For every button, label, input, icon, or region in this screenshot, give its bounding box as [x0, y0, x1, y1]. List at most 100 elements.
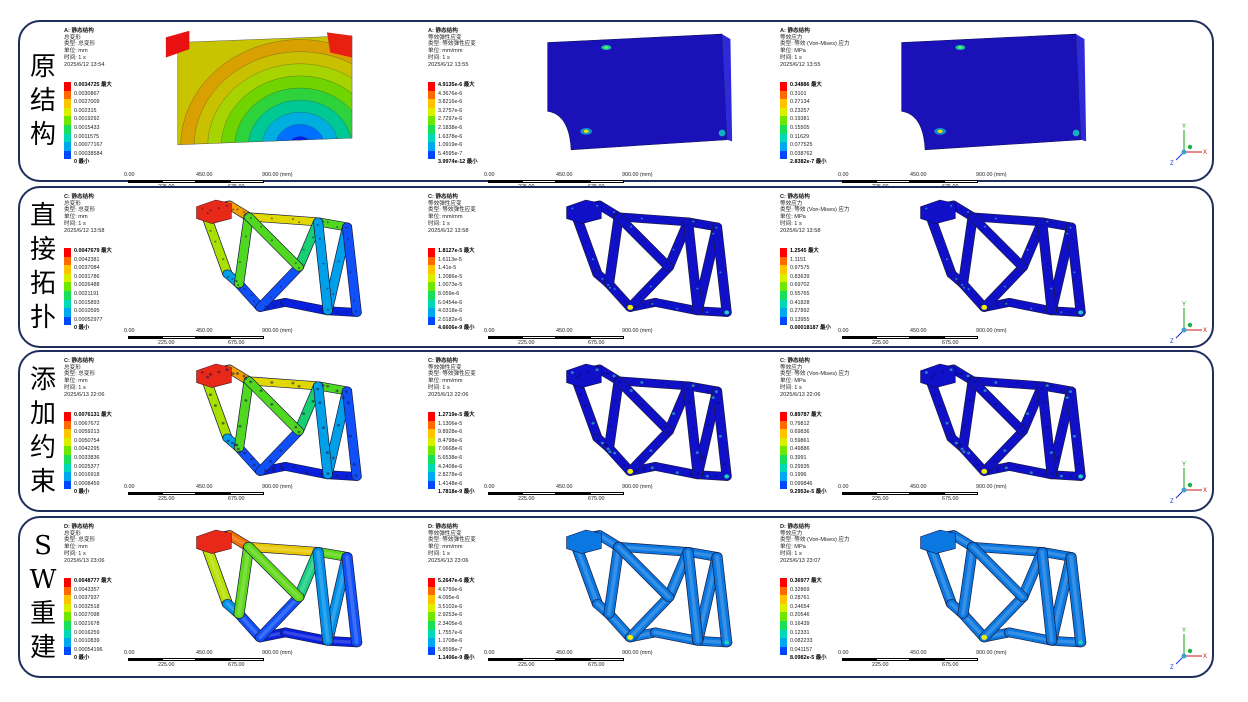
- legend-swatch: [780, 256, 787, 266]
- result-panel: C: 静态结构 总变形 类型: 总变形 单位: mm 时间: 1 s 2025/6/12 …: [64, 188, 444, 346]
- legend-value: 0.79812: [790, 420, 810, 427]
- info-line: 单位: mm/mm: [428, 378, 463, 385]
- info-line: 类型: 等效弹性应变: [428, 41, 476, 48]
- legend-swatch: [64, 90, 71, 100]
- scale-segment: [128, 658, 162, 661]
- row-title-char: 约: [29, 433, 56, 463]
- legend-swatch: [780, 638, 787, 647]
- topology-model: [920, 529, 1087, 648]
- scale-segment: [230, 336, 264, 339]
- legend-value: 0.59861: [790, 437, 810, 444]
- legend-swatch: [780, 429, 787, 438]
- legend-value: 0.15505: [790, 124, 810, 131]
- legend-value: 3.5102e-6: [438, 603, 463, 610]
- legend-swatch: [428, 437, 435, 447]
- scale-segment: [944, 492, 978, 495]
- scale-label: 900.00 (mm): [622, 484, 653, 490]
- legend-swatch: [64, 273, 71, 283]
- legend-value: 0.11629: [790, 133, 810, 140]
- legend-swatch: [64, 412, 71, 421]
- result-info: D: 静态结构 总变形 类型: 总变形 单位: mm 时间: 1 s 2025/6/13 …: [64, 524, 104, 564]
- scale-label: 675.00: [942, 496, 959, 502]
- scale-segment: [944, 180, 978, 183]
- info-line: 总变形: [64, 364, 81, 371]
- legend-swatch: [780, 437, 787, 447]
- scale-label: 225.00: [872, 496, 889, 502]
- legend-value: 4.6799e-6: [438, 586, 463, 593]
- scale-label: 0.00: [124, 484, 135, 490]
- legend-value: 1.6113e-5: [438, 256, 462, 263]
- info-line: C: 静态结构: [428, 358, 458, 364]
- info-line: D: 静态结构: [64, 524, 94, 530]
- scale-label: 900.00 (mm): [976, 328, 1007, 334]
- axis-x-label: X: [1203, 328, 1207, 334]
- legend-swatch: [428, 107, 435, 117]
- legend-value: 3.8216e-6: [438, 99, 463, 106]
- legend-value: 1.41e-5: [438, 265, 457, 272]
- info-line: 等效弹性应变: [428, 530, 462, 537]
- legend-value: 0 最小: [74, 159, 90, 166]
- legend-value: 3.9974e-12 最小: [438, 159, 478, 166]
- scale-label: 0.00: [838, 484, 849, 490]
- legend-swatch: [64, 646, 71, 656]
- axis-triad: Y X Z: [1170, 300, 1210, 345]
- model-view: [124, 354, 404, 508]
- info-line: A: 静态结构: [64, 28, 94, 34]
- info-line: C: 静态结构: [780, 358, 810, 364]
- axis-z-label: Z: [1170, 161, 1174, 166]
- scale-label: 900.00 (mm): [976, 650, 1007, 656]
- scale-bar-graphic: [842, 492, 978, 495]
- result-row: S W 重建 D: 静态结构 总变形 类型: 总变形 单位: mm 时间: 1 s 2025/6…: [18, 516, 1214, 678]
- legend-value: 5.2647e-6 最大: [438, 578, 475, 584]
- scale-label: 900.00 (mm): [262, 484, 293, 490]
- legend-swatch: [64, 248, 71, 257]
- legend-value: 0.3101: [790, 90, 807, 97]
- legend-value: 0.077525: [790, 142, 813, 149]
- legend-value: 0.3991: [790, 454, 807, 461]
- legend-swatch: [428, 586, 435, 596]
- legend-swatch: [780, 124, 787, 134]
- legend-swatch: [780, 454, 787, 464]
- legend-swatch: [428, 256, 435, 266]
- info-line: 总变形: [64, 34, 81, 41]
- legend-swatch: [64, 265, 71, 274]
- legend-swatch: [428, 629, 435, 639]
- scale-segment: [162, 336, 196, 339]
- info-line: 等效弹性应变: [428, 364, 462, 371]
- scale-segment: [590, 336, 624, 339]
- row-title-char: 接: [29, 235, 56, 265]
- axis-z-label: Z: [1170, 665, 1174, 670]
- scale-bar-graphic: [488, 492, 624, 495]
- scale-segment: [910, 658, 944, 661]
- legend-value: 1.2719e-5 最大: [438, 412, 475, 418]
- legend-value: 0.099846: [790, 480, 813, 487]
- info-line: 2025/6/13 22:06: [428, 391, 469, 398]
- legend-value: 0.0019292: [74, 116, 100, 123]
- legend-value: 0.24654: [790, 603, 810, 610]
- legend-value: 0.0067672: [74, 420, 100, 427]
- legend-value: 9.2953e-5 最小: [790, 489, 827, 496]
- legend-value: 0.34886 最大: [790, 82, 822, 88]
- info-line: 时间: 1 s: [64, 384, 86, 391]
- legend-value: 0.49886: [790, 446, 810, 453]
- scale-label: 450.00: [196, 172, 213, 178]
- legend-value: 1.1151: [790, 256, 807, 263]
- scale-bar: 0.00 450.00 900.00 (mm) 225.00 675.00: [838, 650, 1038, 670]
- legend-value: 3.2757e-6: [438, 107, 463, 114]
- scale-segment: [842, 336, 876, 339]
- scale-label: 225.00: [518, 496, 535, 502]
- legend-value: 0 最小: [74, 655, 90, 662]
- legend-swatch: [780, 99, 787, 108]
- legend-value: 0.0059213: [74, 429, 100, 436]
- legend-value: 1.8127e-5 最大: [438, 248, 475, 254]
- scale-segment: [876, 336, 910, 339]
- scale-label: 450.00: [196, 328, 213, 334]
- model-view: [838, 190, 1138, 344]
- legend-swatch: [428, 99, 435, 108]
- legend-swatch: [64, 420, 71, 430]
- scale-bar-graphic: [128, 492, 264, 495]
- legend-value: 2.3405e-6: [438, 620, 463, 627]
- info-line: 单位: mm/mm: [428, 544, 463, 551]
- legend-value: 5.4595e-7: [438, 150, 463, 157]
